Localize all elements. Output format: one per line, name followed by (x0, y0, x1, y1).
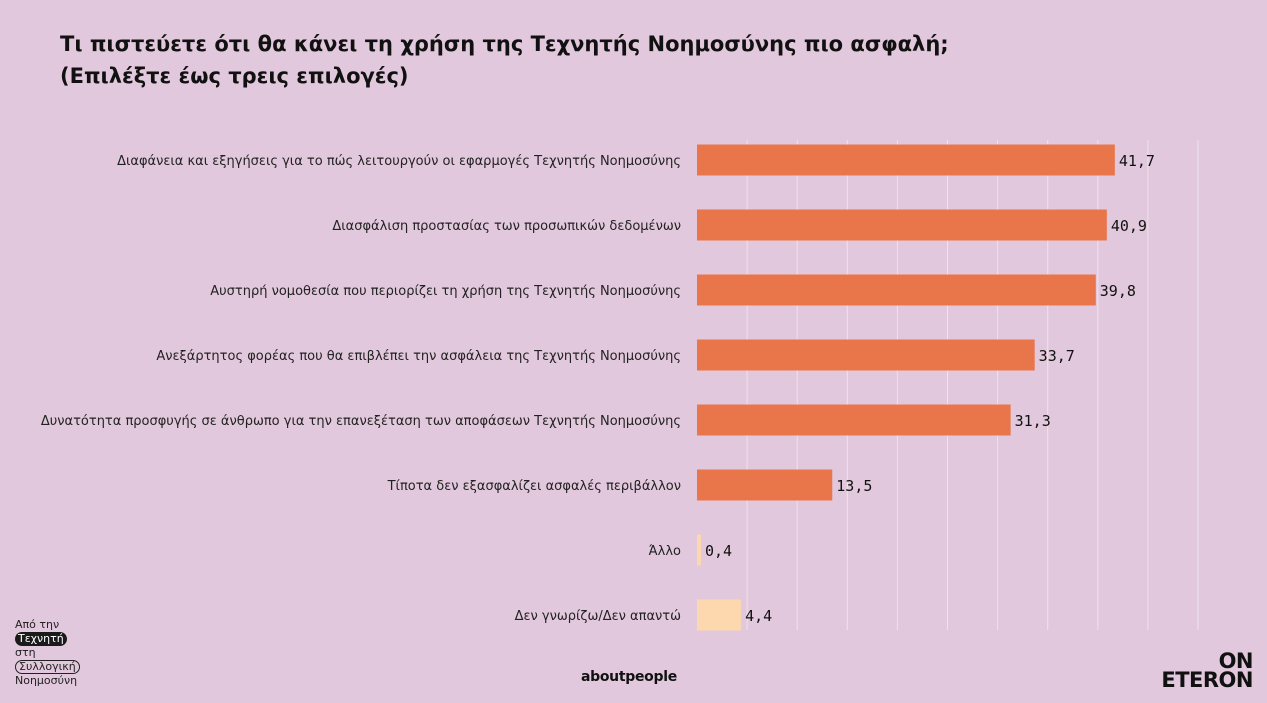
footer-tagline: Από την Τεχνητή στη Συλλογική Νοημοσύνη (15, 618, 80, 688)
category-label: Αυστηρή νομοθεσία που περιορίζει τη χρήσ… (210, 284, 681, 299)
chart-title-line-2: (Επιλέξτε έως τρεις επιλογές) (60, 64, 409, 88)
tagline-line-4: Συλλογική (15, 660, 80, 674)
value-label: 40,9 (1111, 217, 1147, 235)
category-label: Δεν γνωρίζω/Δεν απαντώ (515, 609, 681, 624)
aboutpeople-logo: aboutpeople (581, 669, 677, 685)
category-label: Δυνατότητα προσφυγής σε άνθρωπο για την … (41, 414, 681, 429)
bar (697, 599, 742, 631)
category-label: Τίποτα δεν εξασφαλίζει ασφαλές περιβάλλο… (387, 479, 681, 494)
bar (697, 404, 1011, 436)
bar (697, 274, 1096, 306)
value-label: 4,4 (745, 607, 772, 625)
tagline-line-5: Νοημοσύνη (15, 674, 78, 687)
category-label: Ανεξάρτητος φορέας που θα επιβλέπει την … (156, 349, 681, 364)
tagline-line-2: Τεχνητή (15, 632, 67, 646)
bar (697, 534, 702, 566)
tagline-line-3: στη (15, 646, 36, 659)
tagline-line-1: Από την (15, 618, 60, 631)
on-eteron-logo: ON ETERON (1161, 649, 1254, 692)
chart-title-line-1: Τι πιστεύετε ότι θα κάνει τη χρήση της Τ… (60, 32, 949, 56)
category-label: Διασφάλιση προστασίας των προσωπικών δεδ… (332, 219, 681, 234)
value-label: 13,5 (836, 477, 872, 495)
value-label: 41,7 (1119, 152, 1155, 170)
value-label: 39,8 (1100, 282, 1136, 300)
value-label: 31,3 (1015, 412, 1051, 430)
bar (697, 339, 1035, 371)
value-label: 33,7 (1039, 347, 1075, 365)
on-eteron-logo-line-2: ETERON (1161, 668, 1253, 692)
chart-title: Τι πιστεύετε ότι θα κάνει τη χρήση της Τ… (60, 28, 949, 92)
category-label: Άλλο (649, 544, 681, 559)
category-label: Διαφάνεια και εξηγήσεις για το πώς λειτο… (117, 154, 681, 169)
bar (697, 469, 833, 501)
bar (697, 144, 1115, 176)
value-label: 0,4 (705, 542, 732, 560)
on-eteron-logo-line-1: ON (1218, 649, 1254, 673)
bar (697, 209, 1107, 241)
